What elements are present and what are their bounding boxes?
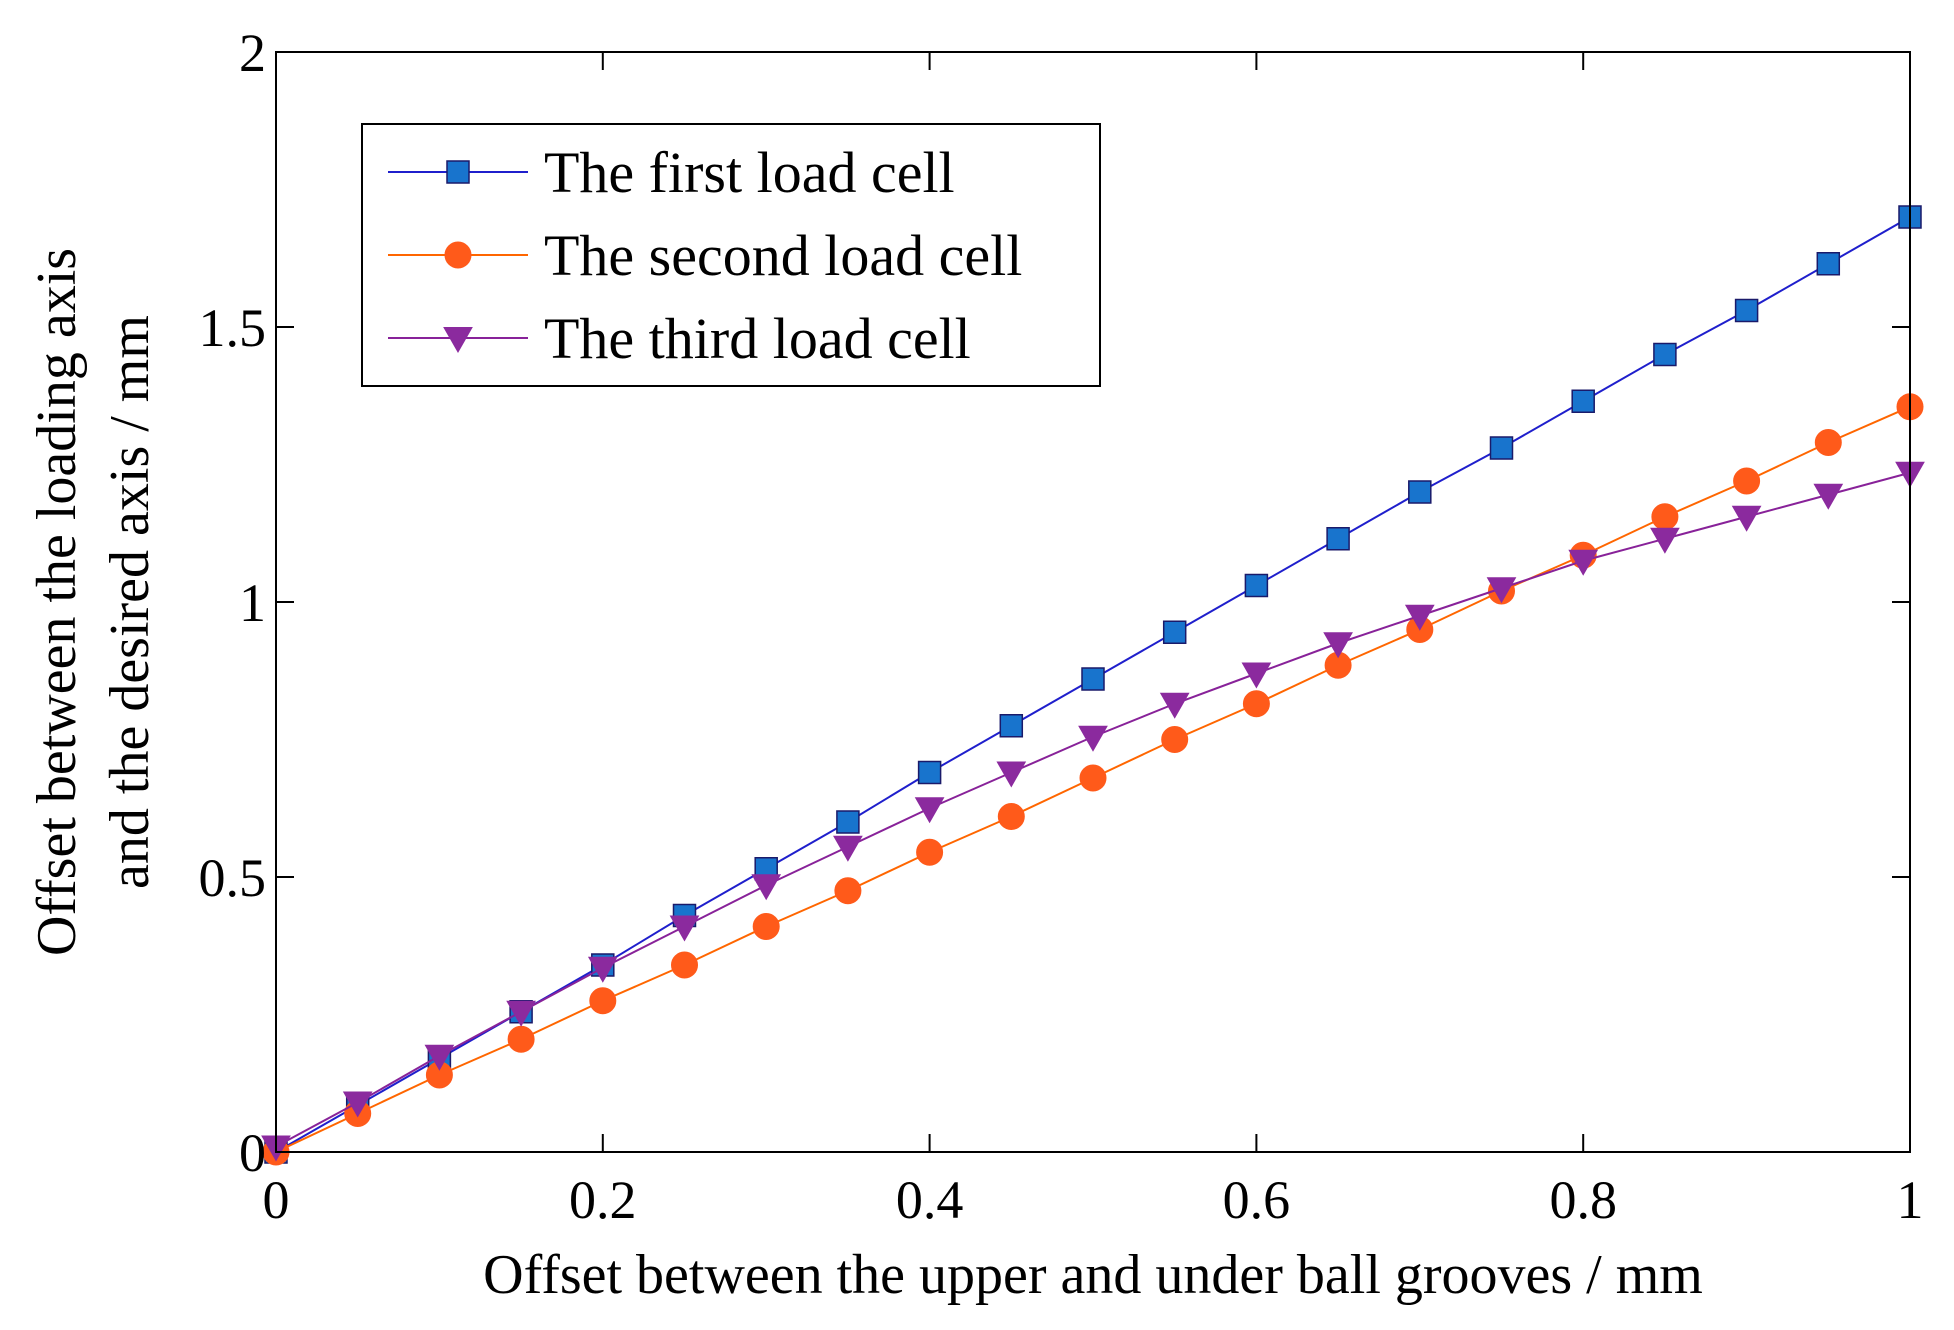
legend-marker [444,241,472,269]
ticks-layer [275,51,1911,1153]
series-2-point [1814,429,1842,456]
series-3-point [1323,632,1353,659]
series-2-point [1161,726,1189,753]
series-3-point [424,1044,455,1071]
series-3-point [1813,483,1844,510]
legend-label: The second load cell [544,223,1022,288]
series-1-point [1734,298,1759,323]
series-3-point [1568,549,1599,576]
legend-entry-1: The first load cell [388,140,955,205]
series-3-point [342,1091,373,1118]
tick-labels-layer: 0 0.2 0.4 0.6 0.8 1 0 0.5 1 1.5 2 [199,23,1924,1230]
legend: The first load cell The second load cell T… [361,123,1101,387]
series-2-point [1242,690,1270,718]
series-3-point [587,956,618,983]
series-3-point [914,797,945,824]
series-3 [261,461,1925,1162]
series-3-point [506,1000,536,1027]
y-tick-label: 1 [239,573,266,633]
series-2-point [589,987,617,1015]
series-1-point [999,714,1024,738]
x-tick-label: 0.6 [1223,1170,1291,1230]
series-3-point [1078,725,1108,752]
series-1-point [1408,480,1432,504]
y-axis-label-line-1: Offset between the loading axis [26,248,88,956]
series-1-point [1162,620,1187,644]
legend-marker [443,327,473,354]
y-tick-label: 2 [239,23,266,83]
legend-entry-2: The second load cell [388,223,1022,288]
series-2-point [1079,764,1107,792]
x-tick-label: 0.8 [1549,1170,1617,1230]
series-1-point [1244,573,1269,598]
series-3-point [1650,527,1680,554]
series-3-point [669,915,700,942]
x-tick-label: 0.4 [896,1170,964,1230]
series-1-point [917,760,942,785]
legend-entry-3: The third load cell [388,306,971,371]
series-1-point [1081,667,1105,691]
series-1-point [1816,252,1841,276]
series-2-point [834,877,862,905]
series-1-point [836,810,860,834]
series-2-point [1651,503,1679,531]
series-1-point [1489,436,1514,460]
y-axis-label-line-2: and the desired axis / mm [99,315,161,889]
series-3-point [833,835,863,862]
x-axis-label: Offset between the upper and under ball … [483,1244,1703,1306]
series-layer [261,205,1925,1166]
series-3-point [1486,577,1517,604]
y-tick-label: 1.5 [199,298,267,358]
series-2-point [997,803,1025,830]
legend-label: The first load cell [544,140,955,205]
series-3-point [751,874,782,901]
series-1-point [1653,342,1677,367]
series-3-point [1241,662,1272,689]
x-tick-label: 0 [263,1170,290,1230]
series-3-point [1404,604,1435,631]
series-3-point [1731,505,1762,532]
x-tick-label: 1 [1897,1170,1924,1230]
series-2-point [507,1025,535,1053]
series-1-point [1571,389,1595,413]
series-2-point [671,951,698,979]
y-tick-label: 0.5 [199,848,267,908]
series-2-point [752,913,780,940]
series-2 [262,393,1924,1166]
legend-label: The third load cell [544,306,971,371]
y-tick-label: 0 [239,1123,266,1183]
series-3-point [1159,692,1190,719]
legend-marker [446,160,470,184]
x-tick-label: 0.2 [569,1170,637,1230]
series-2-point [1733,467,1761,495]
legend-entries: The first load cell The second load cell T… [388,140,1022,371]
series-1-point [1326,527,1350,551]
series-3-point [996,761,1027,788]
series-2-point [916,838,944,866]
